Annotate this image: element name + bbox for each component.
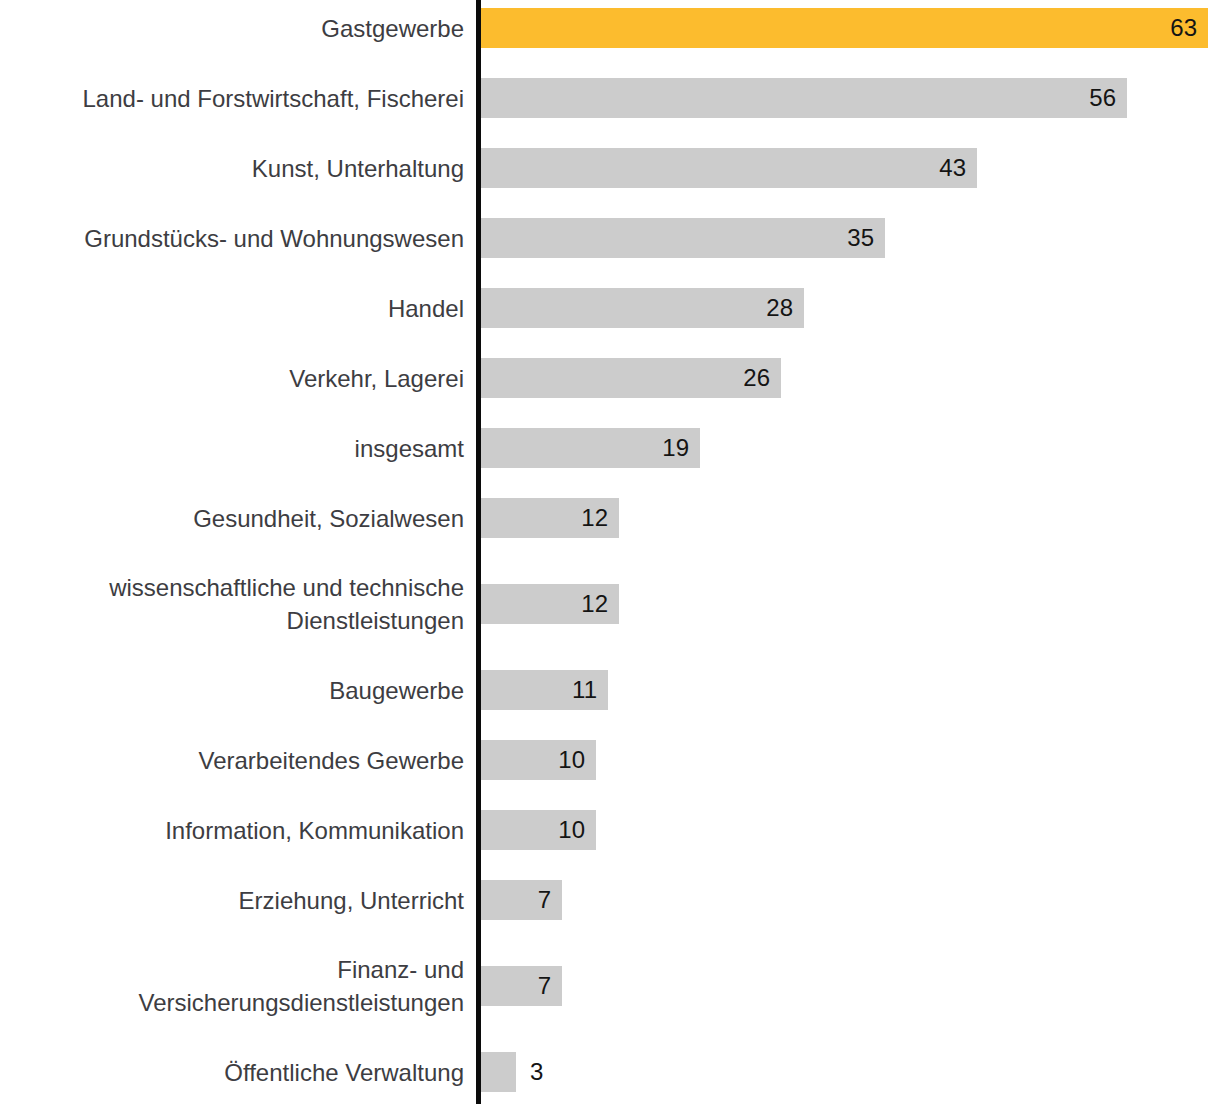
value-label: 43 bbox=[939, 154, 977, 182]
plot-area: 12 bbox=[476, 553, 1220, 655]
category-label: Baugewerbe bbox=[0, 674, 476, 707]
plot-area: 35 bbox=[476, 203, 1220, 273]
value-label: 7 bbox=[538, 886, 562, 914]
category-label: Information, Kommunikation bbox=[0, 814, 476, 847]
bar: 28 bbox=[481, 288, 804, 328]
plot-area: 3 bbox=[476, 1037, 1220, 1104]
chart-row: Gastgewerbe 63 bbox=[0, 0, 1220, 63]
value-label: 19 bbox=[662, 434, 700, 462]
value-label: 63 bbox=[1170, 14, 1208, 42]
chart-row: Kunst, Unterhaltung 43 bbox=[0, 133, 1220, 203]
value-label: 7 bbox=[538, 972, 562, 1000]
category-label: Handel bbox=[0, 292, 476, 325]
bar: 12 bbox=[481, 584, 619, 624]
chart-row: Öffentliche Verwaltung 3 bbox=[0, 1037, 1220, 1104]
value-label: 11 bbox=[572, 676, 608, 704]
bar: 11 bbox=[481, 670, 608, 710]
category-label: wissenschaftliche und technischeDienstle… bbox=[0, 571, 476, 637]
bar: 19 bbox=[481, 428, 700, 468]
plot-area: 26 bbox=[476, 343, 1220, 413]
category-label: Gesundheit, Sozialwesen bbox=[0, 502, 476, 535]
value-label: 56 bbox=[1089, 84, 1127, 112]
plot-area: 10 bbox=[476, 725, 1220, 795]
plot-area: 28 bbox=[476, 273, 1220, 343]
category-label: Öffentliche Verwaltung bbox=[0, 1056, 476, 1089]
chart-row: Baugewerbe 11 bbox=[0, 655, 1220, 725]
plot-area: 10 bbox=[476, 795, 1220, 865]
bar-chart: Gastgewerbe 63 Land- und Forstwirtschaft, … bbox=[0, 0, 1220, 1104]
chart-row: Information, Kommunikation 10 bbox=[0, 795, 1220, 865]
chart-row: Erziehung, Unterricht 7 bbox=[0, 865, 1220, 935]
plot-area: 56 bbox=[476, 63, 1220, 133]
plot-area: 11 bbox=[476, 655, 1220, 725]
bar: 56 bbox=[481, 78, 1127, 118]
bar: 35 bbox=[481, 218, 885, 258]
value-label: 12 bbox=[581, 590, 619, 618]
category-label: Finanz- undVersicherungsdienstleistungen bbox=[0, 953, 476, 1019]
chart-row: Gesundheit, Sozialwesen 12 bbox=[0, 483, 1220, 553]
value-label: 35 bbox=[847, 224, 885, 252]
category-label: Gastgewerbe bbox=[0, 12, 476, 45]
chart-row: Grundstücks- und Wohnungswesen 35 bbox=[0, 203, 1220, 273]
plot-area: 7 bbox=[476, 935, 1220, 1037]
plot-area: 12 bbox=[476, 483, 1220, 553]
value-label: 12 bbox=[581, 504, 619, 532]
bar: 10 bbox=[481, 810, 596, 850]
category-label: Verkehr, Lagerei bbox=[0, 362, 476, 395]
plot-area: 7 bbox=[476, 865, 1220, 935]
bar: 7 bbox=[481, 880, 562, 920]
chart-row: Handel 28 bbox=[0, 273, 1220, 343]
value-label: 28 bbox=[766, 294, 804, 322]
value-label: 26 bbox=[743, 364, 781, 392]
chart-row: Finanz- undVersicherungsdienstleistungen… bbox=[0, 935, 1220, 1037]
value-label: 10 bbox=[558, 746, 596, 774]
bar: 7 bbox=[481, 966, 562, 1006]
chart-row: Verarbeitendes Gewerbe 10 bbox=[0, 725, 1220, 795]
plot-area: 63 bbox=[476, 0, 1220, 63]
category-label: Erziehung, Unterricht bbox=[0, 884, 476, 917]
chart-row: Verkehr, Lagerei 26 bbox=[0, 343, 1220, 413]
category-label: Land- und Forstwirtschaft, Fischerei bbox=[0, 82, 476, 115]
plot-area: 43 bbox=[476, 133, 1220, 203]
category-label: insgesamt bbox=[0, 432, 476, 465]
bar: 43 bbox=[481, 148, 977, 188]
chart-row: insgesamt 19 bbox=[0, 413, 1220, 483]
value-label: 3 bbox=[530, 1058, 543, 1086]
bar bbox=[481, 1052, 516, 1092]
value-label: 10 bbox=[558, 816, 596, 844]
bar: 12 bbox=[481, 498, 619, 538]
bar: 26 bbox=[481, 358, 781, 398]
bar: 10 bbox=[481, 740, 596, 780]
category-label: Grundstücks- und Wohnungswesen bbox=[0, 222, 476, 255]
category-label: Kunst, Unterhaltung bbox=[0, 152, 476, 185]
bar-highlighted: 63 bbox=[481, 8, 1208, 48]
chart-row: wissenschaftliche und technischeDienstle… bbox=[0, 553, 1220, 655]
chart-row: Land- und Forstwirtschaft, Fischerei 56 bbox=[0, 63, 1220, 133]
chart-rows: Gastgewerbe 63 Land- und Forstwirtschaft, … bbox=[0, 0, 1220, 1104]
plot-area: 19 bbox=[476, 413, 1220, 483]
category-label: Verarbeitendes Gewerbe bbox=[0, 744, 476, 777]
